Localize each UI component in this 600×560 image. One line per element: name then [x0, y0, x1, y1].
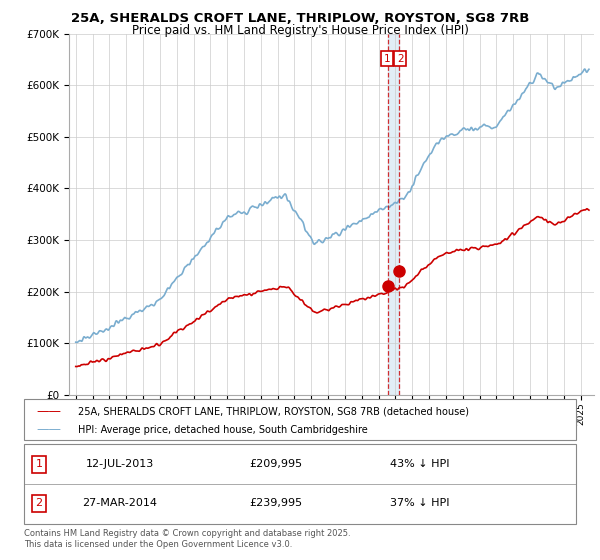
Text: £209,995: £209,995: [250, 459, 302, 469]
Text: 27-MAR-2014: 27-MAR-2014: [83, 498, 157, 508]
Text: 37% ↓ HPI: 37% ↓ HPI: [390, 498, 450, 508]
Text: 25A, SHERALDS CROFT LANE, THRIPLOW, ROYSTON, SG8 7RB (detached house): 25A, SHERALDS CROFT LANE, THRIPLOW, ROYS…: [78, 407, 469, 417]
Text: 1: 1: [383, 54, 390, 64]
Text: 2: 2: [35, 498, 43, 508]
Text: ——: ——: [36, 423, 61, 436]
Text: £239,995: £239,995: [250, 498, 302, 508]
Text: 2: 2: [397, 54, 403, 64]
Text: Contains HM Land Registry data © Crown copyright and database right 2025.
This d: Contains HM Land Registry data © Crown c…: [24, 529, 350, 549]
Text: 43% ↓ HPI: 43% ↓ HPI: [390, 459, 450, 469]
Text: 1: 1: [35, 459, 43, 469]
Text: 25A, SHERALDS CROFT LANE, THRIPLOW, ROYSTON, SG8 7RB: 25A, SHERALDS CROFT LANE, THRIPLOW, ROYS…: [71, 12, 529, 25]
Bar: [388, 34, 400, 395]
Text: HPI: Average price, detached house, South Cambridgeshire: HPI: Average price, detached house, Sout…: [78, 424, 368, 435]
Text: ——: ——: [36, 405, 61, 418]
Text: Price paid vs. HM Land Registry's House Price Index (HPI): Price paid vs. HM Land Registry's House …: [131, 24, 469, 36]
Text: 12-JUL-2013: 12-JUL-2013: [86, 459, 154, 469]
